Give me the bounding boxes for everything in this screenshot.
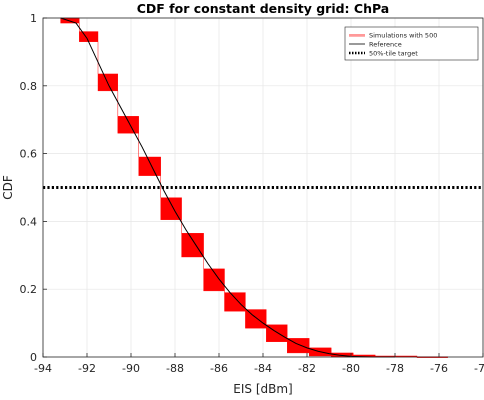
y-axis-label: CDF	[1, 175, 15, 200]
y-tick-label-3: 0.6	[20, 148, 38, 161]
simulation-step-6	[181, 233, 204, 258]
y-tick-label-1: 0.2	[20, 283, 38, 296]
x-tick-label-2: -90	[122, 362, 140, 375]
x-tick-label-8: -78	[386, 362, 404, 375]
x-axis-label: EIS [dBm]	[233, 382, 292, 396]
ticks: -94 -92 -90 -88 -86 -84 -82 -80 -78 -76 -74 0 0.2 0.4…	[20, 12, 484, 375]
y-tick-label-4: 0.8	[20, 80, 38, 93]
simulation-step-1	[79, 31, 99, 42]
x-tick-label-9: -76	[430, 362, 448, 375]
x-tick-label-6: -82	[298, 362, 316, 375]
x-tick-label-4: -86	[210, 362, 228, 375]
x-tick-label-3: -88	[166, 362, 184, 375]
simulation-step-8	[224, 292, 246, 312]
simulation-step-9	[245, 309, 267, 329]
y-tick-label-5: 1	[30, 12, 37, 25]
chart-title: CDF for constant density grid: ChPa	[137, 1, 390, 16]
reference-curve	[60, 17, 395, 358]
x-tick-label-0: -94	[34, 362, 52, 375]
x-tick-label-10: -74	[474, 362, 484, 375]
y-tick-label-0: 0	[30, 351, 37, 364]
x-tick-label-1: -92	[78, 362, 96, 375]
legend-label-target: 50%-tile target	[369, 50, 418, 58]
simulation-step-7	[203, 268, 225, 292]
y-tick-label-2: 0.4	[20, 215, 38, 228]
reference-layer	[60, 17, 395, 358]
simulation-step-3	[117, 116, 139, 134]
legend-box	[344, 26, 479, 61]
x-tick-label-7: -80	[342, 362, 360, 375]
legend: Simulations with 500 Reference 50%-tile …	[344, 26, 479, 61]
legend-label-reference: Reference	[369, 41, 402, 49]
simulation-step-4	[138, 156, 161, 176]
legend-label-simulations: Simulations with 500	[369, 32, 437, 40]
x-tick-label-5: -84	[254, 362, 272, 375]
